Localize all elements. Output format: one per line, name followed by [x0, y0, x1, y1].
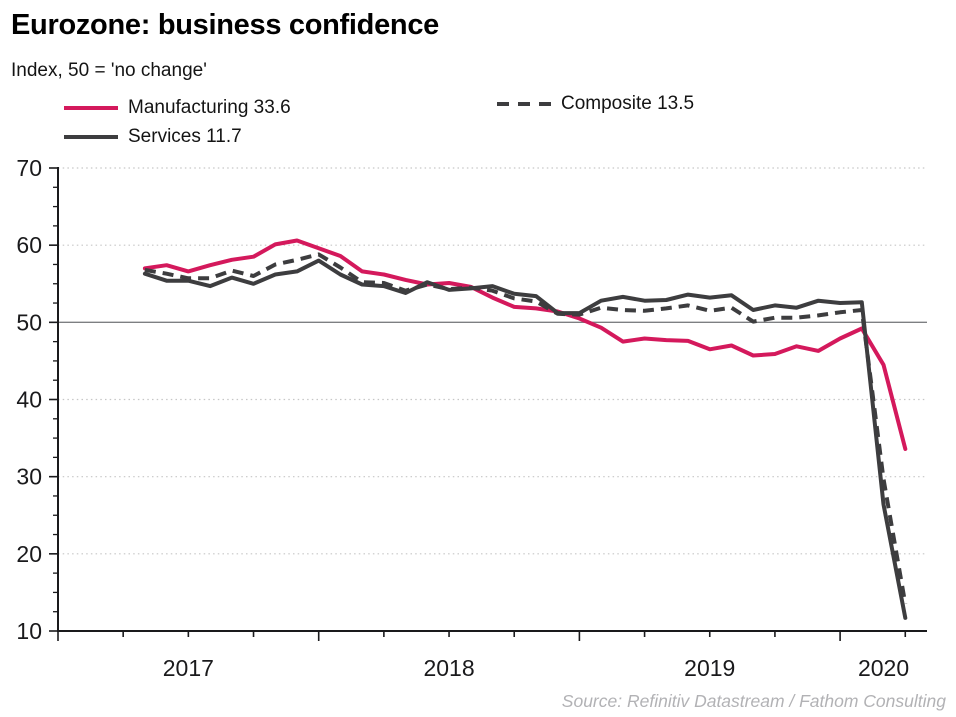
svg-text:2019: 2019 [684, 655, 735, 681]
svg-text:20: 20 [16, 541, 42, 567]
source-credit: Source: Refinitiv Datastream / Fathom Co… [561, 691, 946, 711]
legend-label-manufacturing: Manufacturing 33.6 [128, 97, 291, 118]
svg-text:10: 10 [16, 618, 42, 644]
composite-line-swatch [497, 102, 551, 106]
svg-text:30: 30 [16, 464, 42, 490]
svg-text:2020: 2020 [858, 655, 909, 681]
chart-subtitle: Index, 50 = 'no change' [11, 60, 207, 81]
legend-item-manufacturing: Manufacturing 33.6 [64, 97, 291, 119]
chart-title: Eurozone: business confidence [11, 9, 439, 41]
services-line-swatch [64, 135, 118, 139]
svg-text:50: 50 [16, 309, 42, 335]
legend-item-services: Services 11.7 [64, 126, 242, 148]
legend-label-composite: Composite 13.5 [561, 93, 695, 114]
svg-text:40: 40 [16, 387, 42, 413]
svg-text:60: 60 [16, 232, 42, 258]
legend-item-composite: Composite 13.5 [497, 93, 694, 115]
svg-text:2018: 2018 [423, 655, 474, 681]
svg-text:2017: 2017 [163, 655, 214, 681]
legend-label-services: Services 11.7 [128, 126, 242, 147]
manufacturing-line-swatch [64, 106, 118, 110]
svg-text:70: 70 [16, 155, 42, 181]
